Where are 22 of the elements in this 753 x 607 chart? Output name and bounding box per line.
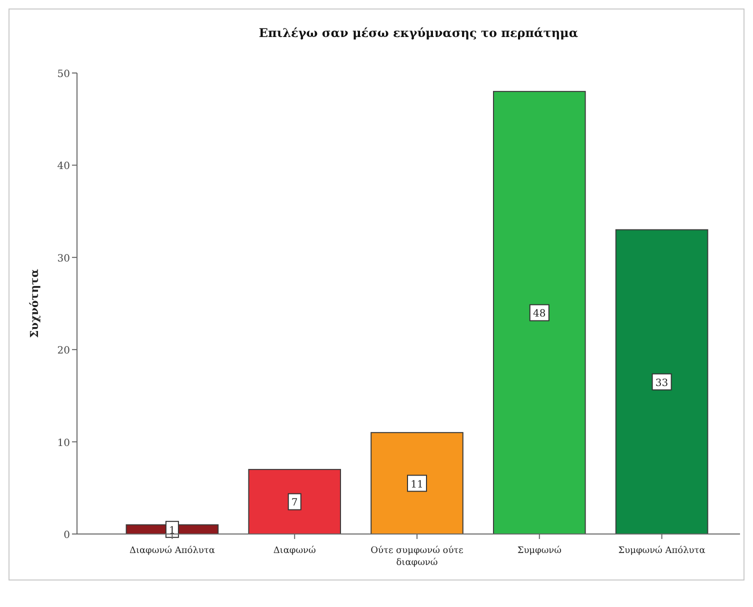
- bar: [370, 432, 464, 534]
- x-tick-label: Συμφωνώ: [517, 545, 562, 556]
- x-tick-label: Συμφωνώ Απόλυτα: [618, 545, 706, 556]
- data-label: 11: [410, 479, 424, 490]
- y-tick-label: 0: [64, 530, 70, 541]
- bar: [615, 229, 708, 534]
- y-axis-title: Συχνότητα: [28, 268, 41, 338]
- y-tick-label: 40: [57, 161, 70, 172]
- data-label: 1: [169, 525, 176, 536]
- y-tick-label: 10: [57, 438, 70, 449]
- y-tick-label: 20: [57, 346, 70, 357]
- y-tick-label: 50: [57, 69, 70, 80]
- x-tick-label: Διαφωνώ Απόλυτα: [129, 545, 215, 556]
- data-label: 33: [655, 378, 668, 389]
- x-tick-label: Ούτε συμφωνώ ούτε διαφωνώ: [370, 545, 464, 568]
- data-label: 48: [533, 308, 546, 320]
- x-tick-label: Διαφωνώ: [273, 545, 316, 556]
- data-label: 7: [291, 498, 298, 509]
- bar: [493, 90, 586, 534]
- bar: [248, 468, 341, 534]
- y-tick-label: 30: [57, 253, 70, 264]
- chart-title: Επιλέγω σαν μέσω εκγύμνασης το περπάτημα: [258, 26, 578, 40]
